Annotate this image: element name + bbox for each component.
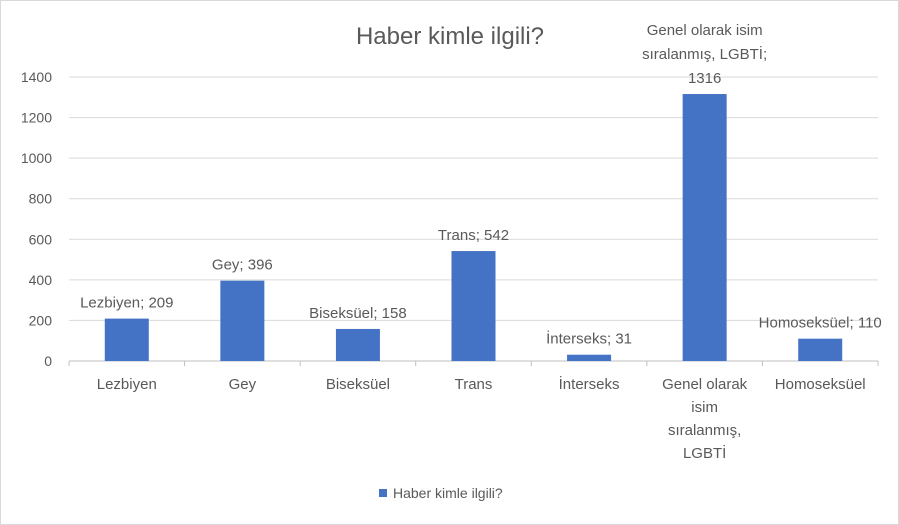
x-tick-label: Trans [455,376,493,393]
y-tick-label: 0 [44,353,52,369]
y-tick-label: 1000 [21,150,52,166]
legend-label: Haber kimle ilgili? [393,485,503,501]
bar [567,354,612,361]
data-label: Biseksüel; 158 [309,305,407,322]
y-tick-label: 400 [29,272,53,288]
x-tick-label: Homoseksüel [775,376,866,393]
x-tick-label: sıralanmış, [668,422,741,439]
x-tick-label: Genel olarak [662,376,748,393]
bar [451,251,496,361]
x-tick-label: LGBTİ [683,444,726,462]
bar [335,328,380,361]
legend-swatch [379,489,387,497]
data-label: Genel olarak isim [647,22,763,39]
y-tick-label: 1200 [21,110,52,126]
x-tick-label: isim [691,399,718,416]
data-label: Gey; 396 [212,257,273,274]
y-tick-label: 1400 [21,69,52,85]
bar [798,338,843,361]
data-label: sıralanmış, LGBTİ; [642,45,767,63]
bar [220,280,265,361]
data-label: 1316 [688,70,721,87]
chart-title: Haber kimle ilgili? [356,23,544,50]
x-tick-label: İnterseks [559,375,620,393]
bar [682,94,727,361]
y-tick-label: 800 [29,191,53,207]
y-tick-label: 600 [29,231,53,247]
data-label: Homoseksüel; 110 [759,315,882,332]
y-tick-label: 200 [29,312,53,328]
data-label: Trans; 542 [438,227,509,244]
data-label: İnterseks; 31 [546,330,632,348]
x-tick-label: Lezbiyen [97,376,157,393]
x-tick-label: Gey [229,376,257,393]
bar [104,318,149,361]
x-tick-label: Biseksüel [326,376,390,393]
data-label: Lezbiyen; 209 [80,295,173,312]
